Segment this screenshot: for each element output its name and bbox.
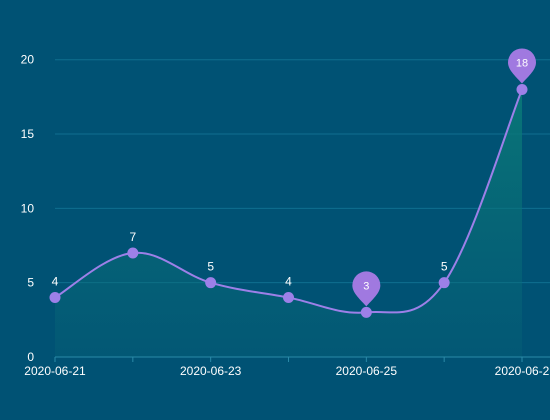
x-tick-label-4: 2020-06-25 (336, 364, 398, 378)
y-tick-label-10: 10 (21, 201, 35, 215)
data-point-0 (49, 292, 61, 304)
data-label-3: 4 (285, 275, 292, 289)
marker-pin-label-min: 3 (363, 280, 369, 292)
data-label-5: 5 (441, 260, 448, 274)
y-tick-label-0: 0 (27, 350, 34, 364)
data-label-1: 7 (129, 230, 136, 244)
x-tick-label-0: 2020-06-21 (24, 364, 86, 378)
y-tick-label-20: 20 (21, 53, 35, 67)
x-tick-label-2: 2020-06-23 (180, 364, 242, 378)
data-points (49, 83, 528, 318)
data-point-3 (283, 292, 294, 304)
y-tick-label-5: 5 (27, 276, 34, 290)
series-area (55, 89, 522, 358)
marker-pins: 3 18 (352, 48, 536, 307)
data-point-1 (127, 247, 139, 259)
area-fill (55, 89, 522, 358)
x-tick-label-6: 2020-06-2 (495, 364, 550, 378)
data-point-2 (205, 277, 217, 289)
marker-pin-min: 3 (352, 271, 381, 307)
x-axis: 2020-06-21 2020-06-23 2020-06-25 2020-06-2 (24, 356, 550, 378)
data-point-4 (360, 306, 372, 318)
data-point-5 (438, 277, 450, 289)
data-labels: 4 7 5 4 5 (52, 230, 448, 289)
marker-pin-shape-min (352, 271, 381, 307)
marker-pin-max: 18 (508, 48, 536, 84)
data-label-2: 5 (207, 260, 214, 274)
marker-pin-shape-max (508, 48, 536, 84)
marker-pin-label-max: 18 (516, 57, 528, 69)
y-axis: 0 5 10 15 20 (21, 53, 35, 364)
data-point-6 (516, 83, 528, 95)
data-label-0: 4 (52, 275, 59, 289)
y-tick-label-15: 15 (21, 127, 35, 141)
